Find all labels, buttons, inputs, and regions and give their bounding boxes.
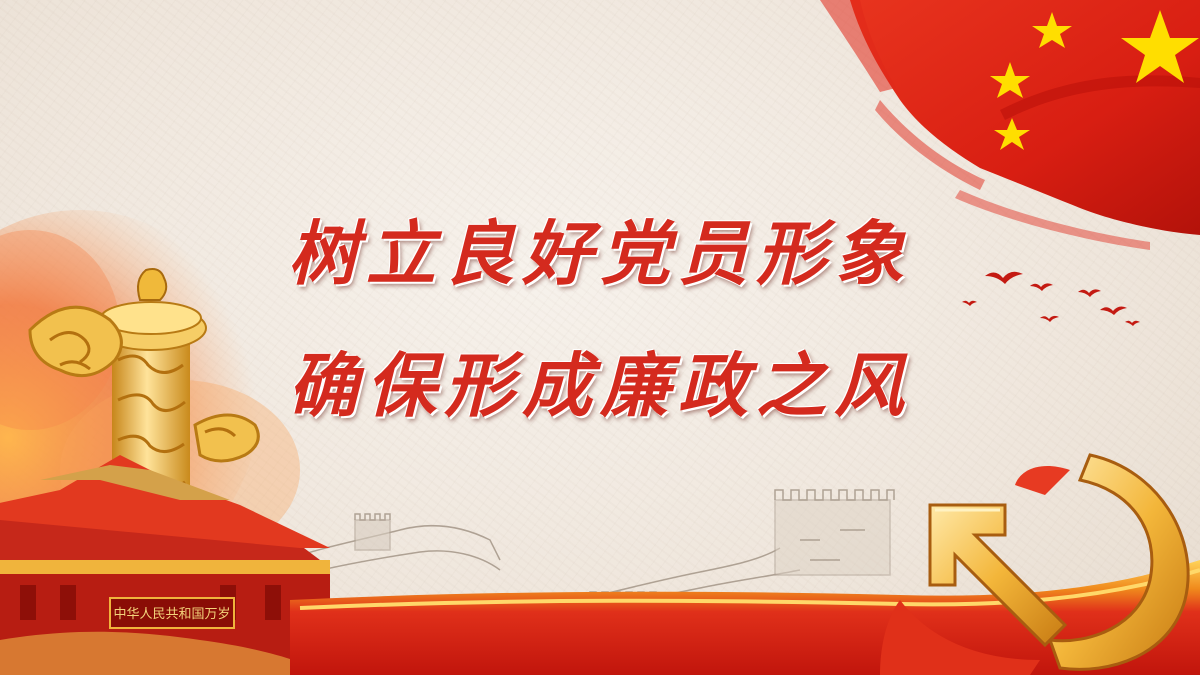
title-line-2: 确保形成廉政之风 xyxy=(288,344,912,427)
flag-star-icon xyxy=(990,62,1030,98)
national-flag xyxy=(820,0,1200,250)
flying-birds xyxy=(962,271,1140,326)
bottom-ribbon xyxy=(290,560,1200,675)
flag-star-icon xyxy=(994,118,1030,150)
flag-star-big-icon xyxy=(1121,10,1199,83)
gate-plaque xyxy=(109,597,235,629)
title-line-1: 树立良好党员形象 xyxy=(288,212,912,295)
flag-star-icon xyxy=(1032,12,1072,48)
gate-plaque-text: 中华人民共和国万岁 xyxy=(113,607,230,622)
party-emblem xyxy=(880,453,1190,675)
tiananmen-gate: 中华人民共和国万岁 xyxy=(0,455,330,675)
great-wall-sketch xyxy=(284,489,895,613)
